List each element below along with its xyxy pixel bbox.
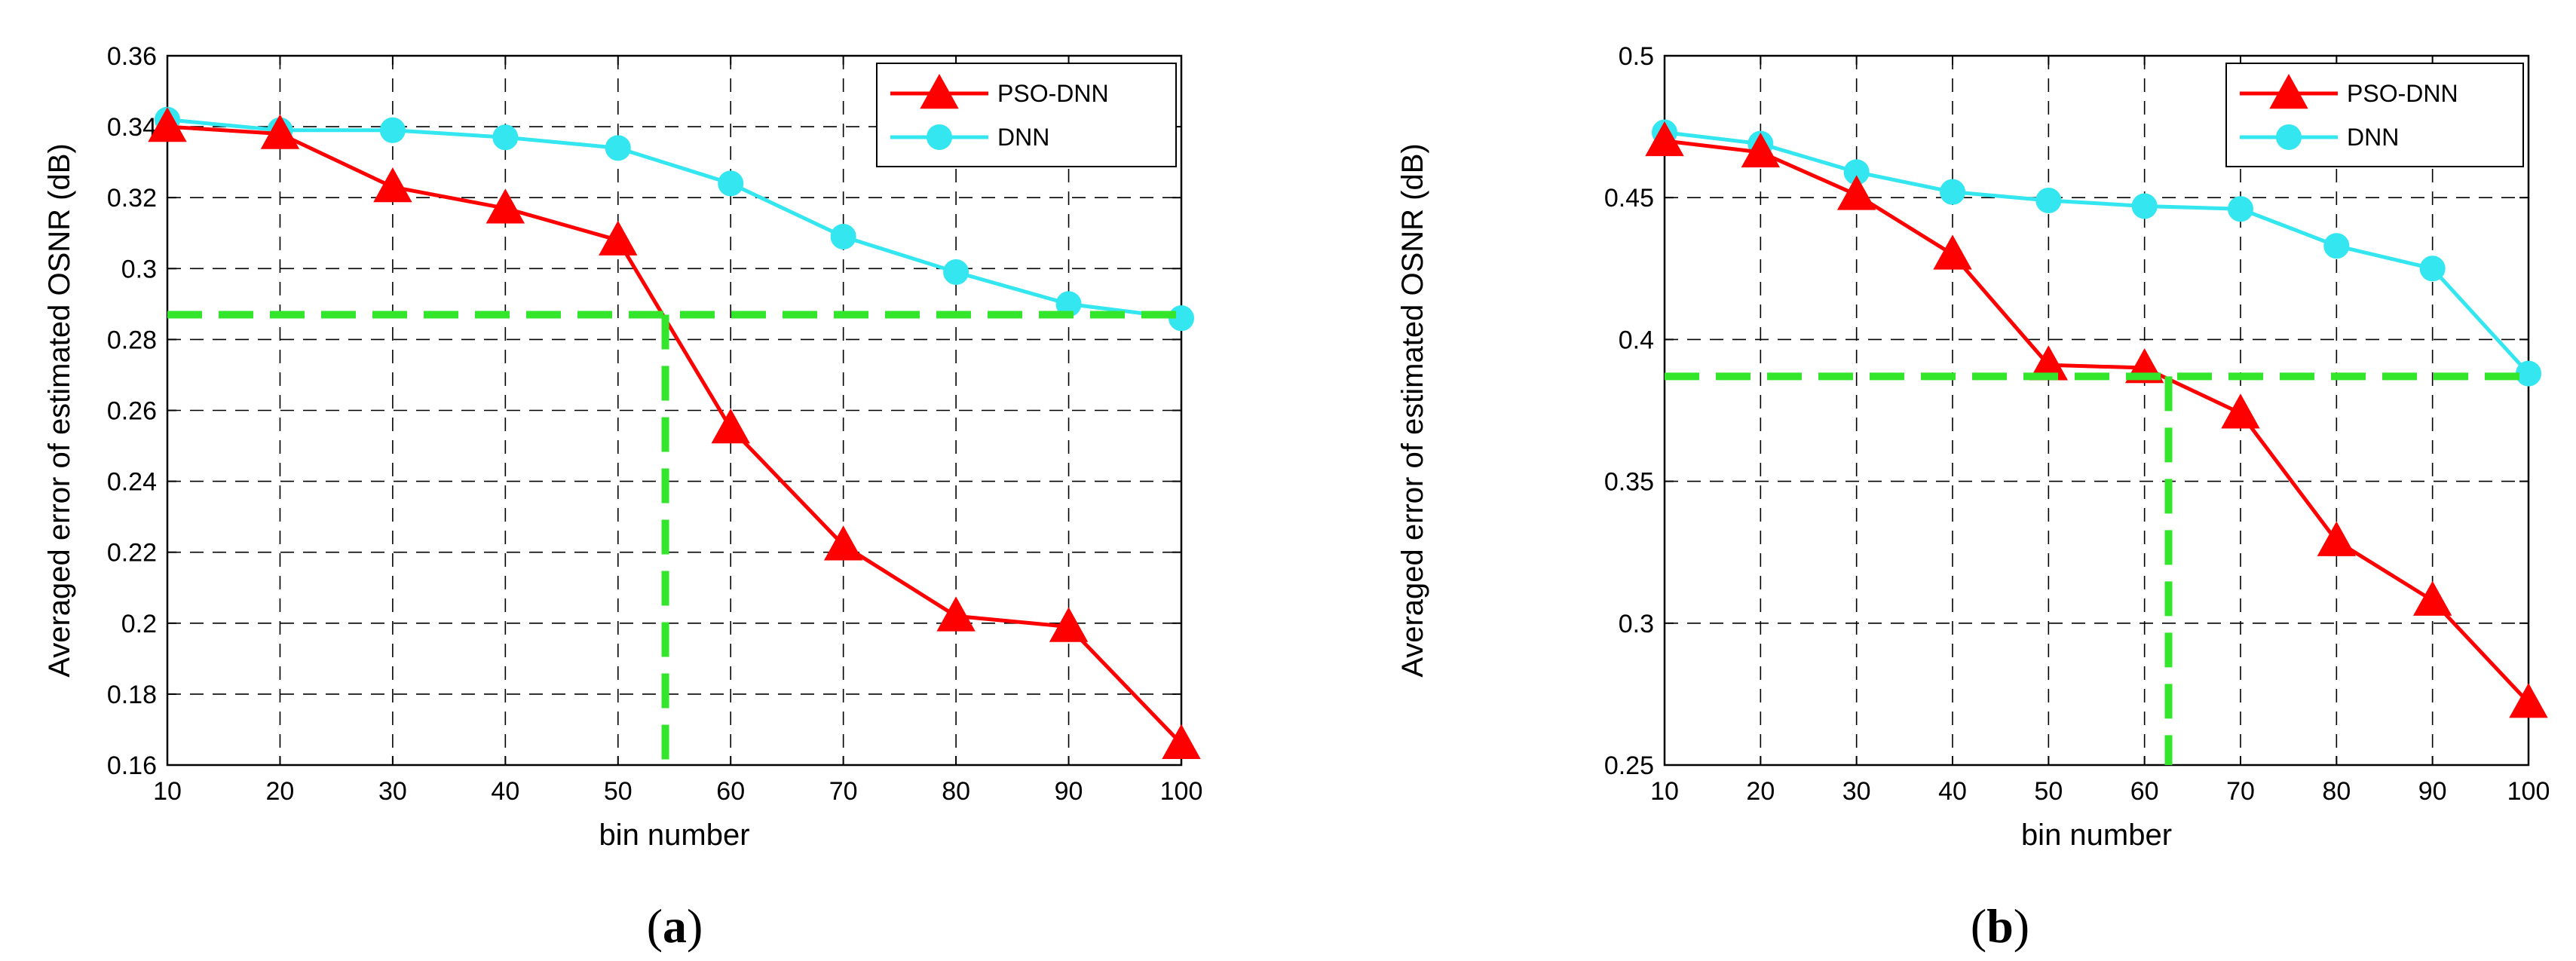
data-point-pso-dnn [2412,580,2452,616]
x-tick-label: 30 [1842,777,1871,806]
legend-marker-dnn [2276,124,2302,150]
x-tick-label: 10 [153,777,182,806]
x-tick-label: 20 [266,777,295,806]
y-tick-label: 0.25 [1604,751,1654,780]
x-tick-label: 60 [716,777,745,806]
y-tick-label: 0.16 [107,751,157,780]
data-point-dnn [2323,233,2350,259]
data-point-pso-dnn [260,114,300,149]
y-tick-label: 0.4 [1619,326,1654,354]
x-tick-label: 90 [1055,777,1083,806]
x-tick-label: 10 [1650,777,1679,806]
x-tick-label: 70 [2226,777,2255,806]
y-tick-label: 0.22 [107,539,157,568]
data-point-dnn [1940,179,1965,205]
x-axis-label: bin number [599,819,749,852]
data-point-dnn [379,117,406,143]
data-point-pso-dnn [1741,132,1781,168]
data-point-pso-dnn [936,596,976,632]
chart-panel-a: 10 20 30 40 50 60 70 80 90 100 0.16 0.18 0.2 0.22 0.24… [43,42,1202,953]
x-tick-label: 50 [2034,777,2063,806]
y-tick-label: 0.32 [107,184,157,213]
data-point-pso-dnn [373,167,412,203]
y-tick-label: 0.2 [121,610,157,638]
data-point-pso-dnn [2221,393,2260,429]
data-point-dnn [830,223,856,249]
data-point-pso-dnn [599,220,638,256]
data-point-pso-dnn [1162,724,1201,759]
data-point-pso-dnn [1933,234,1972,270]
axes-frame [1663,54,2530,767]
y-tick-label: 0.3 [121,255,157,283]
x-tick-label: 30 [378,777,407,806]
data-point-dnn [943,259,969,286]
data-point-dnn [492,124,519,151]
series-line-dnn [1664,130,2530,375]
legend-label-pso-dnn: PSO-DNN [997,80,1109,107]
y-tick-label: 0.26 [107,397,157,426]
data-point-pso-dnn [2317,521,2357,556]
y-tick-label: 0.28 [107,326,157,354]
x-tick-label: 20 [1746,777,1775,806]
y-tick-label: 0.45 [1604,184,1654,213]
series-line-pso-dnn [1664,139,2530,704]
legend-marker-dnn [927,124,952,150]
legend-box [876,63,1177,167]
y-tick-label: 0.34 [107,113,157,142]
data-point-pso-dnn [1049,607,1089,642]
data-point-dnn [2516,360,2541,387]
legend-box [2225,63,2524,167]
y-axis-label: Averaged error of estimated OSNR (dB) [43,143,76,677]
data-point-pso-dnn [1645,121,1684,157]
legend-marker-pso-dnn [920,73,959,109]
data-point-dnn [2035,187,2062,213]
data-point-dnn [718,170,744,197]
x-tick-label: 80 [2322,777,2351,806]
x-tick-label: 100 [2507,777,2550,806]
x-tick-label: 100 [1160,777,1203,806]
panel-label: (b) [1971,899,2029,953]
x-tick-label: 80 [942,777,970,806]
series-line-dnn [167,118,1182,320]
data-point-dnn [605,135,631,161]
data-point-pso-dnn [2509,683,2548,718]
legend-marker-pso-dnn [2269,73,2308,109]
x-tick-label: 90 [2418,777,2447,806]
series-line-pso-dnn [167,124,1183,745]
x-tick-label: 40 [491,777,519,806]
data-point-dnn [2228,196,2253,222]
y-tick-label: 0.36 [107,42,157,71]
legend-label-dnn: DNN [997,124,1049,151]
x-axis-label: bin number [2021,819,2172,852]
legend-label-dnn: DNN [2347,124,2399,151]
x-tick-label: 70 [829,777,858,806]
legend-label-pso-dnn: PSO-DNN [2347,80,2458,107]
y-tick-label: 0.35 [1604,468,1654,497]
data-point-pso-dnn [148,107,187,142]
data-point-pso-dnn [485,188,525,224]
data-point-dnn [2131,193,2158,219]
x-tick-label: 60 [2130,777,2159,806]
y-tick-label: 0.5 [1619,42,1654,71]
y-tick-label: 0.18 [107,681,157,709]
panel-label: (a) [647,899,703,953]
data-point-pso-dnn [823,525,863,561]
data-point-dnn [2419,256,2446,282]
data-point-pso-dnn [1836,175,1876,210]
x-tick-label: 40 [1938,777,1967,806]
data-point-pso-dnn [711,408,750,444]
chart-panel-b: 10 20 30 40 50 60 70 80 90 100 0.25 0.3 0.35 0.4 0.45 0… [1396,42,2550,953]
y-tick-label: 0.24 [107,468,157,497]
y-tick-label: 0.3 [1619,610,1654,638]
y-axis-label: Averaged error of estimated OSNR (dB) [1396,143,1429,677]
x-tick-label: 50 [604,777,633,806]
